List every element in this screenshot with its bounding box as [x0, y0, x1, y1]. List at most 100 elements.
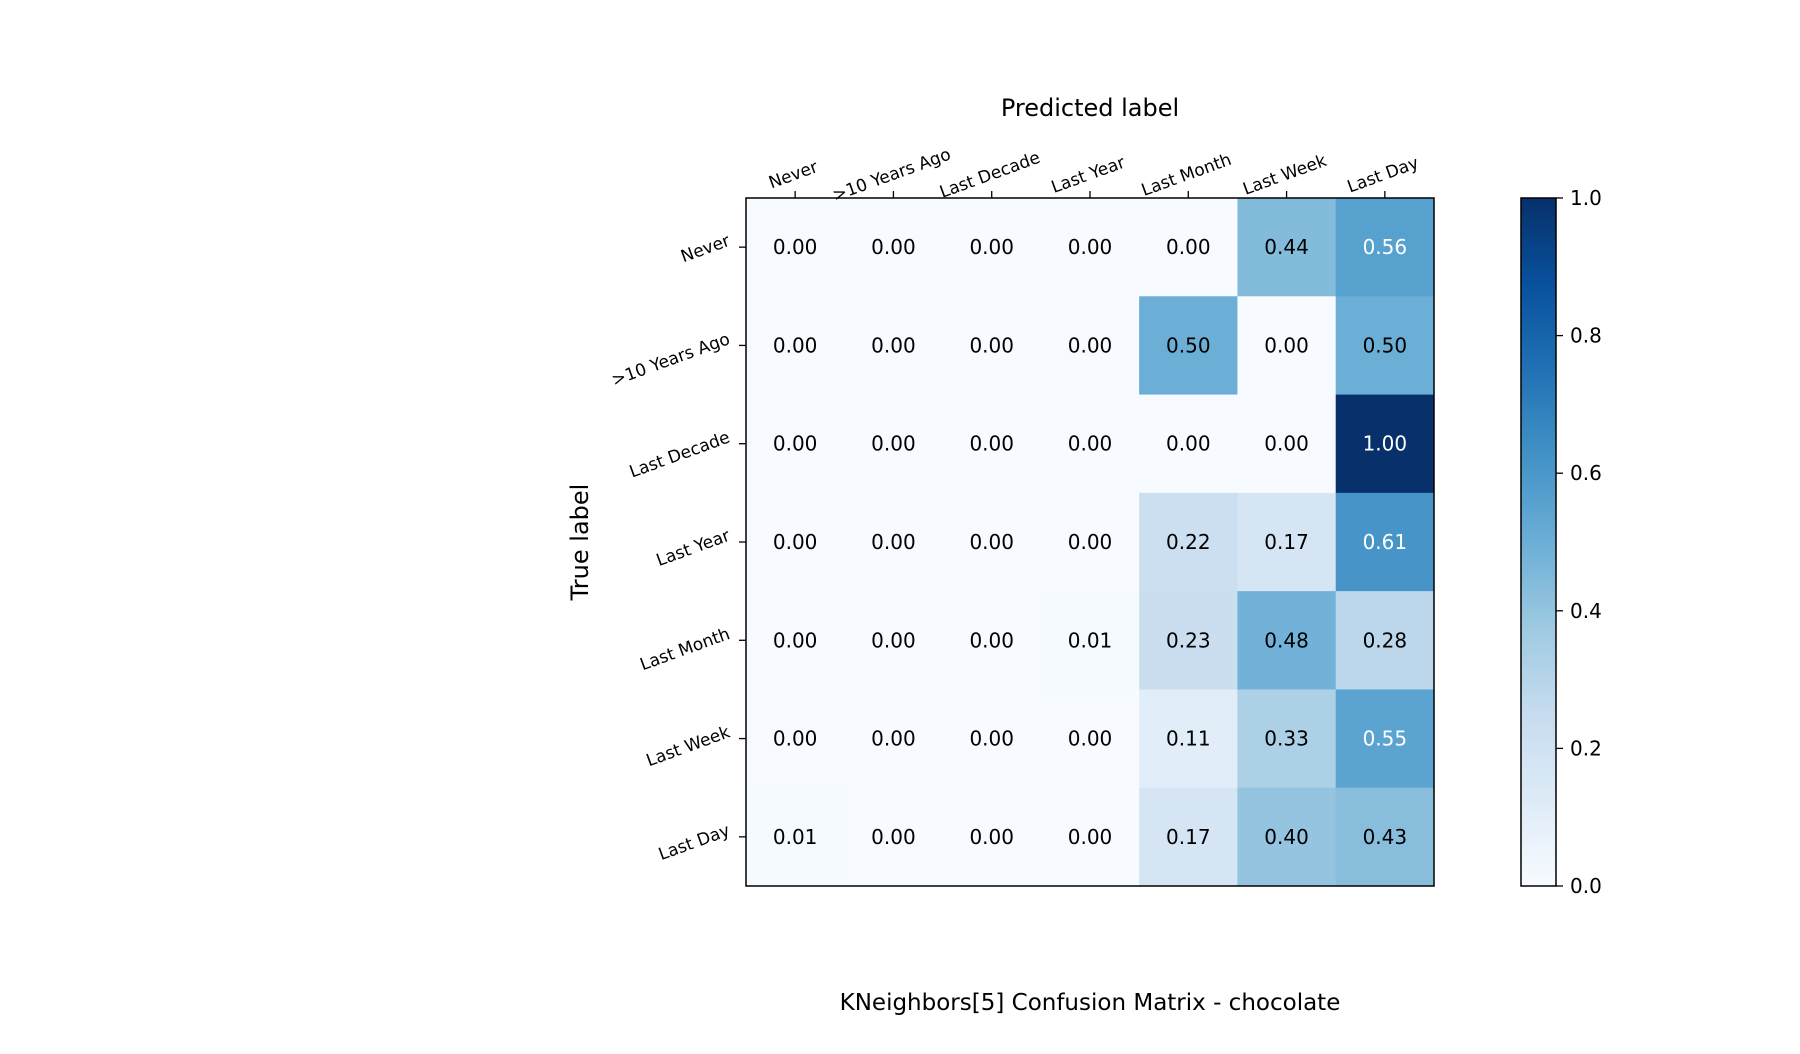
- cell-value-label: 0.00: [871, 235, 916, 259]
- heatmap-cell: [746, 591, 845, 690]
- cell-value-label: 0.00: [1068, 235, 1113, 259]
- cell-value-label: 0.00: [1166, 432, 1211, 456]
- chart-title: KNeighbors[5] Confusion Matrix - chocola…: [840, 990, 1341, 1016]
- y-tick-label: Last Year: [654, 526, 733, 571]
- heatmap-cell: [942, 787, 1042, 887]
- heatmap-cell: [746, 198, 845, 297]
- cell-value-label: 1.00: [1363, 432, 1408, 456]
- cell-value-label: 0.23: [1166, 628, 1211, 652]
- cell-value-label: 0.00: [773, 432, 818, 456]
- heatmap-cell: [844, 689, 944, 789]
- y-tick-label: Last Month: [637, 624, 732, 675]
- cell-value-label: 0.44: [1264, 235, 1309, 259]
- y-tick-label: Last Day: [656, 821, 733, 865]
- cell-value-label: 0.55: [1363, 727, 1408, 751]
- cell-value-label: 0.17: [1264, 530, 1309, 554]
- heatmap-cell: [1335, 394, 1435, 494]
- cell-value-label: 0.61: [1363, 530, 1408, 554]
- colorbar-tick-label: 0.8: [1570, 324, 1602, 348]
- cell-value-label: 0.00: [871, 628, 916, 652]
- cell-value-label: 0.00: [1068, 825, 1113, 849]
- cell-value-label: 0.00: [1068, 333, 1113, 357]
- cell-value-label: 0.01: [773, 825, 818, 849]
- y-axis-ticks: Never >10 Years Ago Last Decade Last Year La…: [609, 231, 746, 865]
- cell-value-label: 0.11: [1166, 727, 1211, 751]
- heatmap-cell: [746, 787, 845, 887]
- cell-value-label: 0.00: [1264, 333, 1309, 357]
- x-tick-label: Last Day: [1345, 153, 1422, 197]
- heatmap-cell: [1040, 492, 1140, 592]
- x-tick-label: Last Month: [1139, 150, 1234, 201]
- heatmap-cell: [942, 394, 1042, 494]
- y-axis-label: True label: [566, 484, 594, 602]
- cell-value-label: 0.00: [773, 235, 818, 259]
- cell-value-label: 0.28: [1363, 628, 1408, 652]
- y-tick-label: >10 Years Ago: [609, 329, 733, 390]
- heatmap-cell: [844, 198, 944, 297]
- heatmap-cell: [1237, 198, 1337, 297]
- cell-value-label: 0.40: [1264, 825, 1309, 849]
- cell-value-label: 0.01: [1068, 628, 1113, 652]
- x-tick-label: Never: [766, 157, 820, 193]
- cell-value-label: 0.00: [773, 530, 818, 554]
- heatmap-cell: [1335, 591, 1435, 690]
- cell-value-label: 0.33: [1264, 727, 1309, 751]
- heatmap-cell: [844, 492, 944, 592]
- cell-value-label: 0.00: [871, 530, 916, 554]
- heatmap-cell: [1139, 492, 1238, 592]
- heatmap-cell: [746, 394, 845, 494]
- heatmap-cell: [1237, 492, 1337, 592]
- cell-value-label: 0.48: [1264, 628, 1309, 652]
- heatmap-cell: [1040, 198, 1140, 297]
- cell-value-label: 0.00: [871, 825, 916, 849]
- heatmap-cell: [1335, 787, 1435, 887]
- cell-value-label: 0.00: [773, 727, 818, 751]
- cell-value-label: 0.00: [773, 333, 818, 357]
- heatmap-cell: [1237, 787, 1337, 887]
- colorbar-ticks: 0.0 0.2 0.4 0.6 0.8 1.0: [1556, 186, 1602, 898]
- heatmap-cell: [1040, 394, 1140, 494]
- heatmap-cell: [1335, 198, 1435, 297]
- heatmap-cell: [942, 591, 1042, 690]
- cell-value-label: 0.00: [773, 628, 818, 652]
- cell-value-label: 0.22: [1166, 530, 1211, 554]
- y-tick-label: Last Week: [644, 722, 733, 771]
- x-axis-label: Predicted label: [1001, 94, 1179, 122]
- heatmap-cell: [942, 198, 1042, 297]
- heatmap-cell: [1040, 689, 1140, 789]
- cell-value-label: 0.00: [969, 235, 1014, 259]
- cell-value-label: 0.00: [969, 333, 1014, 357]
- colorbar-frame: [1520, 197, 1557, 887]
- cell-value-label: 0.00: [871, 432, 916, 456]
- heatmap-cell: [1139, 787, 1238, 887]
- cell-value-label: 0.00: [1068, 530, 1113, 554]
- cell-value-label: 0.00: [1068, 432, 1113, 456]
- heatmap-cell: [1335, 492, 1435, 592]
- heatmap-cell: [844, 787, 944, 887]
- cell-value-label: 0.00: [1068, 727, 1113, 751]
- heatmap-cell: [1237, 591, 1337, 690]
- heatmap-cell-labels: 0.00 0.00 0.00 0.00 0.00 0.44 0.56 0.00 0.00 0.00…: [773, 235, 1407, 849]
- cell-value-label: 0.00: [871, 727, 916, 751]
- heatmap-cell: [1139, 296, 1238, 396]
- heatmap-cell: [1040, 787, 1140, 887]
- cell-value-label: 0.00: [969, 727, 1014, 751]
- colorbar-tick-label: 1.0: [1570, 186, 1602, 210]
- cell-value-label: 0.17: [1166, 825, 1211, 849]
- heatmap-cell: [942, 689, 1042, 789]
- cell-value-label: 0.00: [969, 432, 1014, 456]
- heatmap-cell: [1237, 394, 1337, 494]
- x-tick-label: Last Year: [1049, 153, 1128, 198]
- cell-value-label: 0.00: [1166, 235, 1211, 259]
- cell-value-label: 0.00: [969, 530, 1014, 554]
- cell-value-label: 0.00: [969, 628, 1014, 652]
- heatmap-cell: [844, 394, 944, 494]
- colorbar-tick-label: 0.4: [1570, 599, 1602, 623]
- heatmap-cell: [1335, 296, 1435, 396]
- heatmap-cell: [1040, 296, 1140, 396]
- heatmap-cell: [1040, 591, 1140, 690]
- x-tick-label: Last Week: [1240, 151, 1329, 200]
